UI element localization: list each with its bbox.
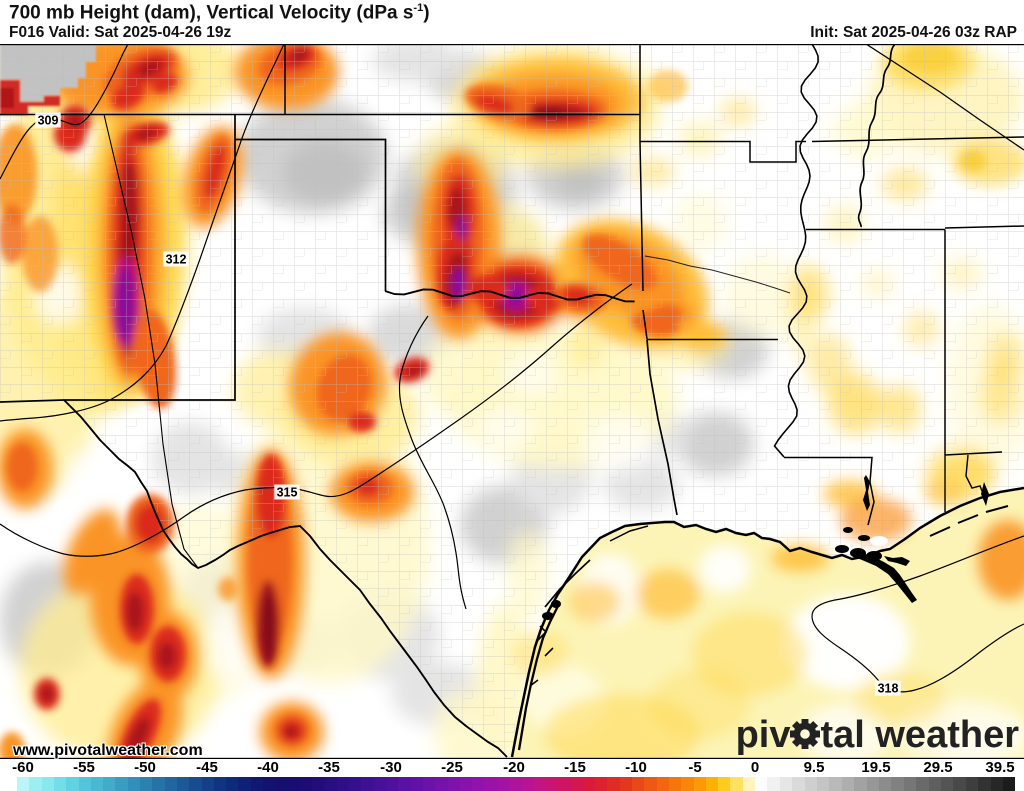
svg-text:315: 315 <box>277 486 298 500</box>
svg-text:309: 309 <box>38 114 59 128</box>
svg-text:318: 318 <box>878 682 899 696</box>
svg-text:312: 312 <box>166 253 187 267</box>
